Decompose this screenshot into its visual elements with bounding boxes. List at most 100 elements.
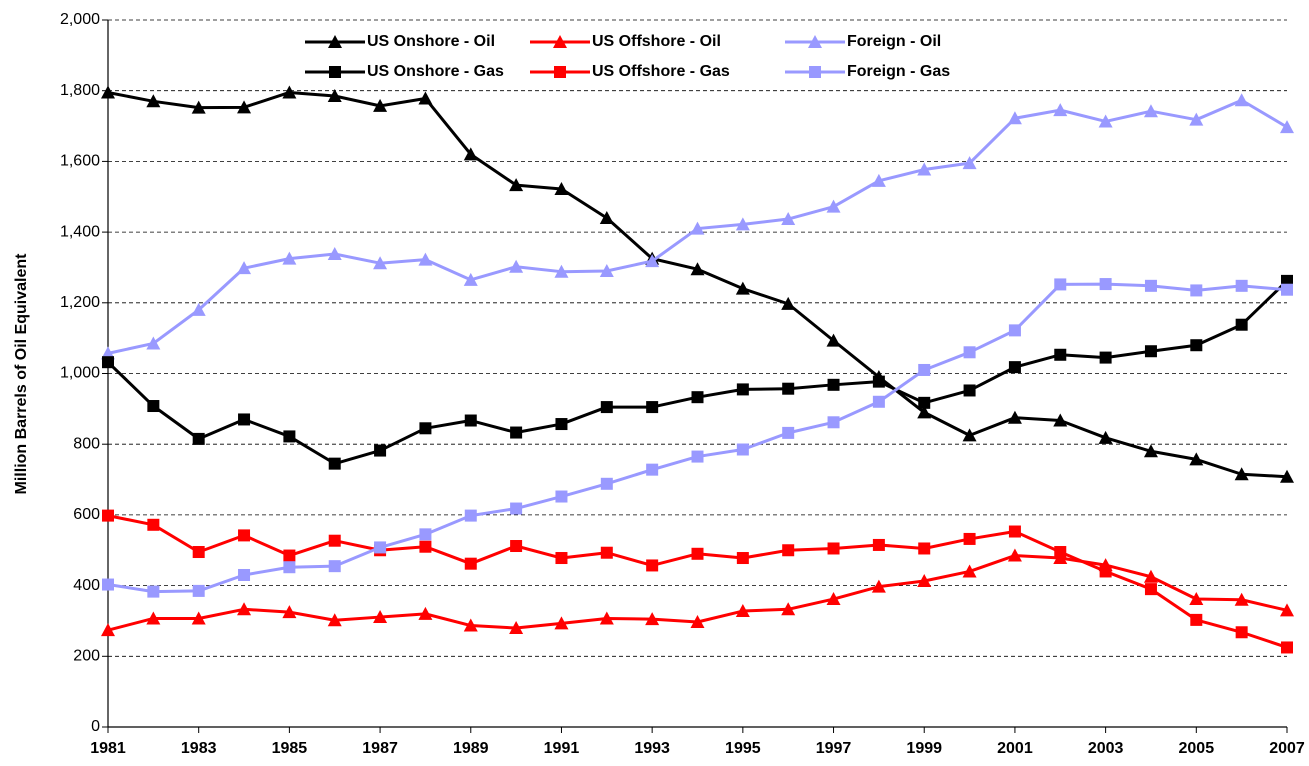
legend-marker <box>329 66 341 78</box>
y-tick-label: 800 <box>73 435 100 452</box>
x-tick-label: 1999 <box>906 740 942 757</box>
data-point <box>1098 114 1113 128</box>
y-tick-label: 0 <box>91 718 100 735</box>
data-point <box>328 534 341 547</box>
legend-label: US Onshore - Oil <box>367 33 495 50</box>
data-point <box>237 100 252 114</box>
data-point <box>1143 444 1158 458</box>
data-point <box>918 396 931 409</box>
data-point <box>1144 345 1157 358</box>
x-tick-label: 1987 <box>362 740 398 757</box>
data-point <box>419 528 432 541</box>
legend-marker <box>809 66 821 78</box>
data-point <box>599 263 614 277</box>
data-point <box>1098 430 1113 444</box>
data-point <box>599 611 614 625</box>
data-point <box>510 540 523 553</box>
data-point <box>1189 592 1204 606</box>
data-point <box>1280 120 1294 134</box>
data-point <box>963 532 976 545</box>
x-tick-label: 2007 <box>1269 740 1305 757</box>
data-point <box>464 414 477 427</box>
data-point <box>147 585 160 598</box>
data-point <box>918 542 931 555</box>
data-point <box>782 544 795 557</box>
data-point <box>646 463 659 476</box>
data-point <box>419 422 432 435</box>
data-point <box>510 426 523 439</box>
y-tick-label: 1,000 <box>60 365 100 382</box>
data-point <box>917 574 932 588</box>
data-point <box>101 346 115 360</box>
data-point <box>373 610 388 624</box>
data-point <box>191 611 206 625</box>
data-point <box>871 173 886 187</box>
legend-label: US Offshore - Gas <box>592 63 730 80</box>
data-point <box>691 450 704 463</box>
data-point <box>237 261 252 275</box>
y-tick-label: 600 <box>73 506 100 523</box>
data-point <box>282 605 297 619</box>
x-tick-label: 2003 <box>1088 740 1124 757</box>
data-point <box>600 546 613 559</box>
x-tick-label: 2005 <box>1179 740 1215 757</box>
data-point <box>1234 93 1249 107</box>
y-tick-label: 1,800 <box>60 82 100 99</box>
data-point <box>327 247 342 261</box>
data-point <box>736 443 749 456</box>
data-point <box>1007 111 1022 125</box>
data-point <box>1143 569 1158 583</box>
data-point <box>509 178 524 192</box>
data-point <box>238 568 251 581</box>
data-point <box>146 611 161 625</box>
data-point <box>1280 603 1294 617</box>
data-point <box>510 502 523 515</box>
data-point <box>1144 279 1157 292</box>
data-point <box>238 413 251 426</box>
data-point <box>827 542 840 555</box>
y-tick-label: 1,400 <box>60 223 100 240</box>
data-point <box>1143 104 1158 118</box>
data-point <box>554 181 569 195</box>
data-point <box>600 477 613 490</box>
data-point <box>1281 283 1293 296</box>
data-point <box>735 217 750 231</box>
data-point <box>509 259 524 273</box>
data-point <box>599 210 614 224</box>
data-point <box>418 606 433 620</box>
data-point <box>1190 284 1203 297</box>
data-point <box>463 618 478 632</box>
data-point <box>1007 548 1022 562</box>
data-point <box>374 541 387 554</box>
data-point <box>962 156 977 170</box>
data-point <box>645 612 660 626</box>
legend-marker <box>808 35 822 48</box>
legend-label: Foreign - Gas <box>847 63 950 80</box>
data-point <box>373 256 388 270</box>
data-point <box>1234 467 1249 481</box>
data-point <box>872 375 885 388</box>
data-point <box>1234 592 1249 606</box>
data-point <box>1008 525 1021 538</box>
data-point <box>101 623 115 637</box>
data-point <box>782 426 795 439</box>
x-tick-label: 1997 <box>816 740 852 757</box>
data-point <box>1054 278 1067 291</box>
data-point <box>1008 361 1021 374</box>
legend-marker <box>328 35 342 48</box>
x-tick-label: 1991 <box>544 740 580 757</box>
data-point <box>1190 613 1203 626</box>
legend-marker <box>553 35 567 48</box>
data-point <box>1007 410 1022 424</box>
data-point <box>146 336 161 350</box>
data-point <box>1099 351 1112 364</box>
data-point <box>962 564 977 578</box>
data-point <box>374 444 387 457</box>
data-point <box>735 604 750 618</box>
data-point <box>826 592 841 606</box>
legend-label: US Offshore - Oil <box>592 33 721 50</box>
data-point <box>646 559 659 572</box>
data-point <box>373 98 388 112</box>
data-point <box>283 430 296 443</box>
